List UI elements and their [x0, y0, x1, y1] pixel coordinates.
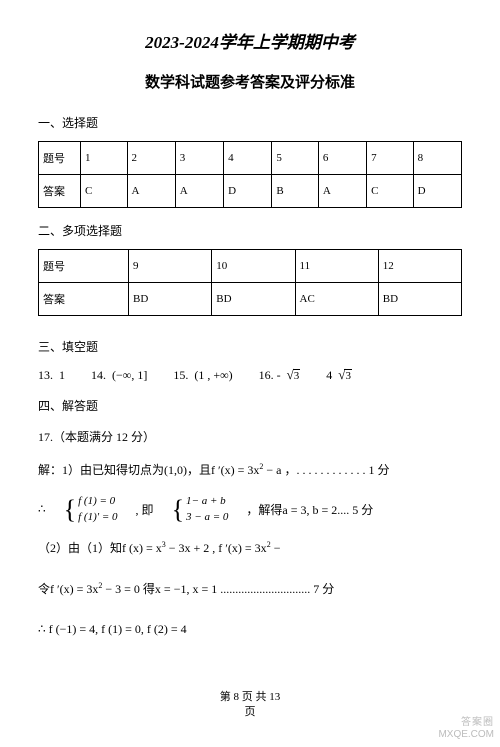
section3-label: 三、填空题 [38, 338, 462, 355]
cell: 10 [212, 250, 295, 283]
brace-icon: { [172, 497, 184, 523]
cell: A [175, 175, 223, 208]
brace-icon: { [64, 497, 76, 523]
section2-label: 二、多项选择题 [38, 222, 462, 239]
cell: 9 [129, 250, 212, 283]
cell: BD [129, 283, 212, 316]
text: − 3x + 2 , f ′(x) = 3x [166, 541, 267, 555]
text: − a ，. . . . . . . . . . . . 1 分 [263, 463, 389, 477]
main-title: 2023-2024学年上学期期中考 [38, 28, 462, 53]
q17-line2: （2）由（1）知f (x) = x3 − 3x + 2 , f ′(x) = 3… [38, 539, 462, 558]
brace-right: { 1− a + b 3 − a = 0 [172, 494, 229, 525]
cell: D [224, 175, 272, 208]
q17-header: 17.（本题满分 12 分） [38, 428, 462, 447]
text: （2）由（1）知f (x) = x [38, 541, 162, 555]
fill-15: 15. (1 , +∞) [173, 368, 232, 383]
footer-line1: 第 8 页 共 13 [0, 690, 500, 704]
sub-title: 数学科试题参考答案及评分标准 [38, 71, 462, 92]
fill-ans-b: 4 [326, 368, 332, 383]
eq: f (1)' = 0 [78, 510, 117, 525]
sqrt-icon: √3 [338, 367, 352, 383]
row-header: 题号 [39, 142, 81, 175]
table-row: 答案 BD BD AC BD [39, 283, 462, 316]
post-text: ，解得a = 3, b = 2.... 5 分 [246, 501, 373, 518]
therefore: ∴ [38, 502, 46, 517]
cell: A [127, 175, 175, 208]
fill-ans: (−∞, 1] [112, 368, 147, 383]
page-footer: 第 8 页 共 13 页 [0, 690, 500, 719]
cell: D [413, 175, 461, 208]
fill-ans: 1 [59, 368, 65, 383]
brace-left: { f (1) = 0 f (1)' = 0 [64, 494, 118, 525]
cell: 4 [224, 142, 272, 175]
q17-line3: 令f ′(x) = 3x2 − 3 = 0 得x = −1, x = 1 ...… [38, 580, 462, 599]
cell: A [318, 175, 366, 208]
table-single-choice: 题号 1 2 3 4 5 6 7 8 答案 C A A D B A C D [38, 141, 462, 208]
mid-text: , 即 [136, 501, 154, 518]
row-header: 答案 [39, 283, 129, 316]
cell: 11 [295, 250, 378, 283]
footer-line2: 页 [0, 705, 500, 719]
eq: 3 − a = 0 [186, 510, 228, 525]
cell: BD [378, 283, 461, 316]
cell: 8 [413, 142, 461, 175]
table-row: 答案 C A A D B A C D [39, 175, 462, 208]
text: − [271, 541, 281, 555]
text: 令f ′(x) = 3x [38, 582, 98, 596]
cell: AC [295, 283, 378, 316]
row-header: 题号 [39, 250, 129, 283]
cell: 5 [272, 142, 319, 175]
text: 解：1）由已知得切点为(1,0)，且f ′(x) = 3x [38, 463, 259, 477]
fill-num: 15. [173, 368, 188, 383]
text: − 3 = 0 得x = −1, x = 1 .................… [102, 582, 334, 596]
watermark: 答案圈 MXQE.COM [438, 717, 494, 741]
section1-label: 一、选择题 [38, 114, 462, 131]
fill-ans: (1 , +∞) [194, 368, 232, 383]
table-multi-choice: 题号 9 10 11 12 答案 BD BD AC BD [38, 249, 462, 316]
fill-13: 13. 1 [38, 368, 65, 383]
eq: f (1) = 0 [78, 494, 117, 509]
fill-num: 16. - [259, 368, 281, 383]
cell: 12 [378, 250, 461, 283]
cell: B [272, 175, 319, 208]
q17-line4: ∴ f (−1) = 4, f (1) = 0, f (2) = 4 [38, 620, 462, 639]
watermark-line1: 答案圈 [438, 717, 494, 729]
fill-num: 14. [91, 368, 106, 383]
section4-label: 四、解答题 [38, 397, 462, 414]
cell: 3 [175, 142, 223, 175]
row-header: 答案 [39, 175, 81, 208]
q17-brace-row: ∴ { f (1) = 0 f (1)' = 0 , 即 { 1− a + b … [38, 494, 462, 525]
fill-num: 13. [38, 368, 53, 383]
fill-16: 16. - √3 4 √3 [259, 367, 352, 383]
cell: 1 [81, 142, 128, 175]
cell: BD [212, 283, 295, 316]
table-row: 题号 9 10 11 12 [39, 250, 462, 283]
sqrt-icon: √3 [287, 367, 301, 383]
cell: 7 [367, 142, 414, 175]
cell: C [81, 175, 128, 208]
watermark-line2: MXQE.COM [438, 729, 494, 741]
q17-line1: 解：1）由已知得切点为(1,0)，且f ′(x) = 3x2 − a ，. . … [38, 461, 462, 480]
fill-14: 14. (−∞, 1] [91, 368, 147, 383]
fill-blank-row: 13. 1 14. (−∞, 1] 15. (1 , +∞) 16. - √3 … [38, 367, 462, 383]
cell: 6 [318, 142, 366, 175]
table-row: 题号 1 2 3 4 5 6 7 8 [39, 142, 462, 175]
cell: C [367, 175, 414, 208]
eq: 1− a + b [186, 494, 228, 509]
cell: 2 [127, 142, 175, 175]
